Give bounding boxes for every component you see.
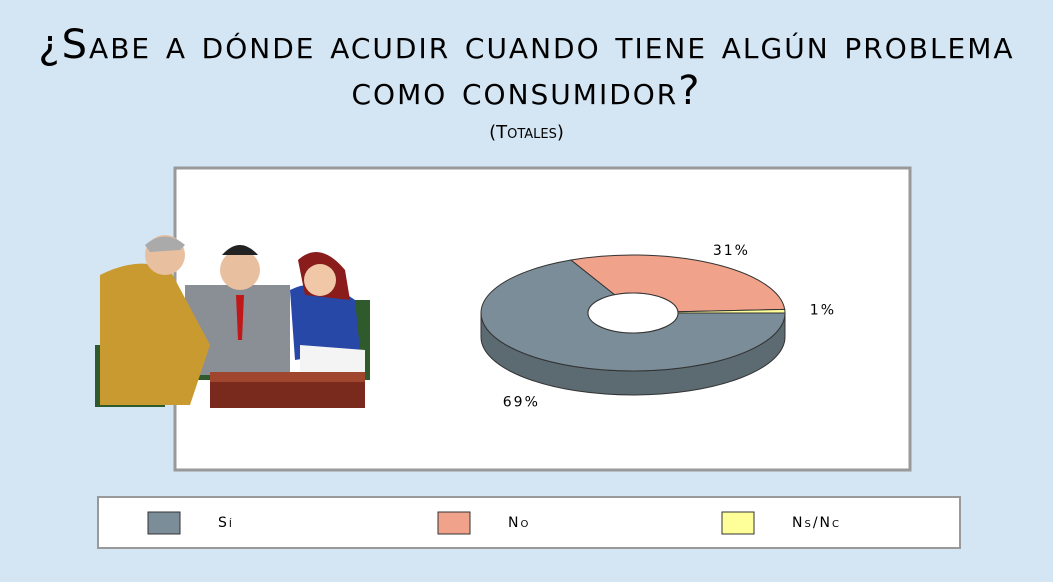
- data-label: 31%: [713, 243, 750, 259]
- legend-swatch: [438, 512, 470, 534]
- donut-hole: [588, 293, 678, 333]
- illustration: [95, 235, 370, 408]
- legend-label: Sí: [218, 515, 234, 531]
- legend-label: Ns/Nc: [792, 515, 841, 531]
- chart: 69% 31% 1% Sí No Ns/Nc: [0, 0, 1053, 582]
- data-label: 1%: [810, 303, 836, 319]
- legend-swatch: [722, 512, 754, 534]
- legend-label: No: [508, 515, 530, 531]
- data-label: 69%: [503, 395, 540, 411]
- page: ¿Sabe a dónde acudir cuando tiene algún …: [0, 0, 1053, 582]
- legend-swatch: [148, 512, 180, 534]
